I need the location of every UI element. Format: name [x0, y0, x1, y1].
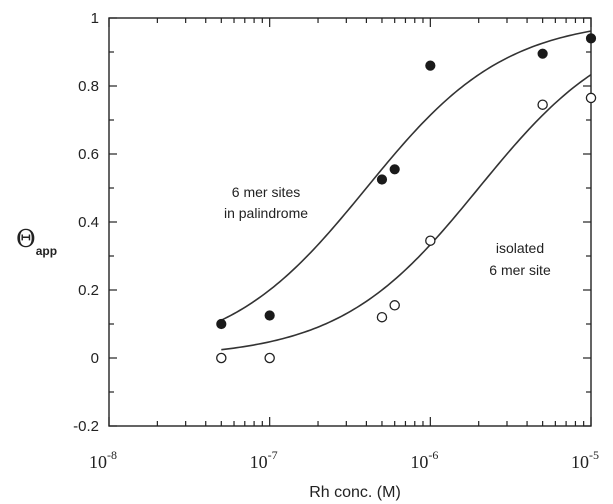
filled-data-point — [389, 164, 400, 175]
axis-ticks: -0.2 0 0.2 0.4 0.6 0.8 1 10-8 10-7 10-6 10-5 — [73, 10, 599, 472]
plot-frame — [108, 17, 592, 427]
filled-data-point — [537, 48, 548, 59]
y-tick-label: 0.4 — [78, 214, 99, 231]
y-axis-label-symbol: Θ — [16, 225, 36, 253]
x-tick-label: 10-8 — [89, 448, 117, 472]
filled-data-point — [585, 33, 597, 44]
x-axis-label: Rh conc. (M) — [309, 484, 401, 501]
open-data-point — [376, 311, 388, 323]
filled-data-point — [376, 174, 388, 185]
y-tick-label: 0 — [91, 350, 99, 367]
fit-curves — [220, 30, 592, 351]
series-label-palindrome-line1: 6 mer sites — [232, 184, 300, 200]
x-tick-label: 10-7 — [250, 448, 278, 472]
y-tick-label: 1 — [91, 10, 99, 27]
filled-data-point — [425, 60, 436, 71]
x-tick-label: 10-5 — [571, 448, 599, 472]
x-tick-label: 10-6 — [410, 448, 438, 472]
series-label-palindrome-line2: in palindrome — [224, 205, 308, 221]
y-axis-label-subscript: app — [36, 244, 57, 258]
open-data-point — [389, 300, 400, 311]
series-label-isolated-line2: 6 mer site — [489, 262, 551, 278]
y-tick-label: 0.2 — [78, 282, 99, 299]
open-data-point — [537, 99, 548, 110]
open-data-point — [585, 92, 597, 104]
filled-data-point — [216, 318, 227, 330]
y-tick-label: 0.6 — [78, 146, 99, 163]
open-data-point — [264, 352, 275, 364]
y-tick-label: 0.8 — [78, 78, 99, 95]
fit-curve-series-1 — [221, 74, 592, 351]
open-data-point — [216, 352, 227, 364]
open-data-point — [425, 235, 436, 246]
y-axis-label: Θapp — [16, 225, 57, 258]
fit-curve-series-0 — [220, 30, 592, 321]
filled-data-point — [264, 310, 275, 321]
data-points — [216, 33, 597, 364]
y-tick-label: -0.2 — [73, 418, 99, 435]
series-label-isolated-line1: isolated — [496, 240, 544, 256]
